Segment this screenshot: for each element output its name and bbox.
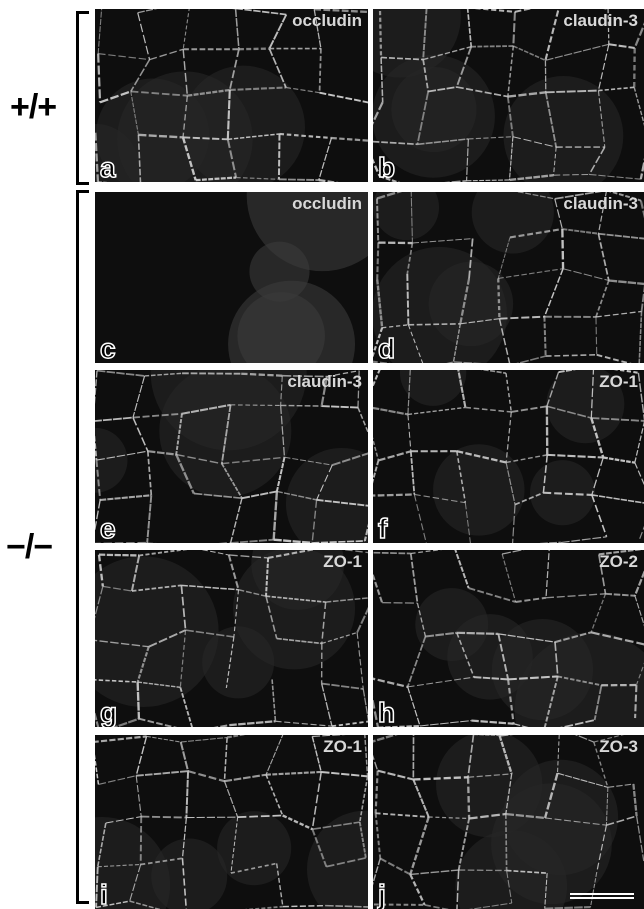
- panel-letter: b: [377, 152, 396, 182]
- stain-label: occludin: [292, 194, 362, 213]
- stain-label: ZO-3: [599, 737, 638, 756]
- panel-letter: i: [99, 879, 108, 909]
- stain-label: claudin-3: [287, 372, 362, 391]
- stain-label: ZO-2: [599, 552, 638, 571]
- panel-letter: f: [377, 513, 388, 543]
- stain-label: ZO-1: [599, 372, 638, 391]
- bracket-wildtype: [76, 11, 89, 185]
- micrograph-texture: [373, 370, 644, 543]
- micrograph-texture: [373, 192, 644, 363]
- scale-bar: [570, 893, 634, 899]
- panel-letter: g: [99, 697, 118, 727]
- micrograph-panel-c: occludin c: [95, 192, 368, 363]
- micrograph-panel-h: ZO-2 h: [373, 550, 644, 727]
- micrograph-panel-b: claudin-3 b: [373, 9, 644, 182]
- micrograph-texture: [95, 735, 368, 909]
- micrograph-texture: [228, 192, 368, 363]
- panel-letter: h: [377, 697, 396, 727]
- genotype-label-knockout: −/−: [6, 528, 53, 566]
- panel-letter: a: [99, 152, 116, 182]
- bracket-knockout: [76, 190, 89, 904]
- stain-label: ZO-1: [323, 552, 362, 571]
- micrograph-texture: [373, 550, 644, 727]
- micrograph-texture: [95, 9, 368, 182]
- micrograph-panel-j: ZO-3 j: [373, 735, 644, 909]
- stain-label: claudin-3: [563, 194, 638, 213]
- micrograph-texture: [373, 9, 644, 182]
- genotype-label-wildtype: +/+: [10, 88, 57, 126]
- panel-letter: c: [99, 333, 116, 363]
- panel-letter: e: [99, 513, 116, 543]
- panel-letter: j: [377, 879, 386, 909]
- stain-label: ZO-1: [323, 737, 362, 756]
- micrograph-panel-a: occludin a: [95, 9, 368, 182]
- micrograph-panel-d: claudin-3 d: [373, 192, 644, 363]
- micrograph-panel-g: ZO-1 g: [95, 550, 368, 727]
- panel-letter: d: [377, 333, 396, 363]
- micrograph-texture: [95, 370, 368, 543]
- stain-label: occludin: [292, 11, 362, 30]
- micrograph-panel-f: ZO-1 f: [373, 370, 644, 543]
- micrograph-texture: [373, 735, 644, 909]
- micrograph-panel-e: claudin-3 e: [95, 370, 368, 543]
- stain-label: claudin-3: [563, 11, 638, 30]
- micrograph-panel-i: ZO-1 i: [95, 735, 368, 909]
- micrograph-texture: [95, 550, 368, 727]
